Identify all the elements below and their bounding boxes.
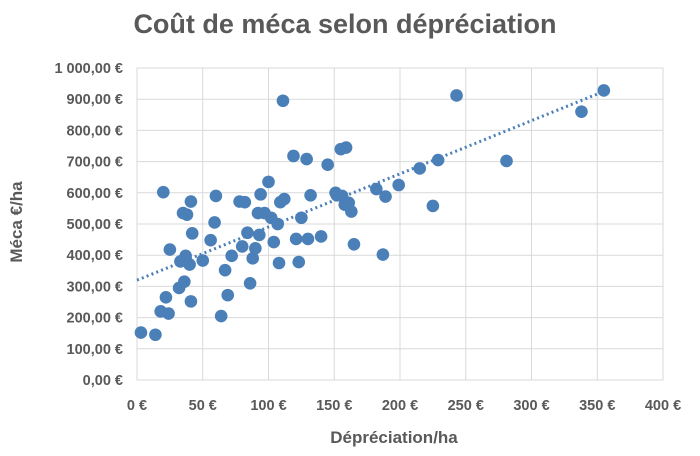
data-point: [287, 149, 300, 163]
data-point: [184, 195, 198, 208]
data-point: [500, 154, 513, 168]
data-point: [292, 255, 306, 269]
y-tick-label: 100,00 €: [67, 342, 123, 358]
data-point: [246, 252, 260, 265]
data-point: [304, 188, 317, 202]
data-point: [392, 178, 405, 192]
data-point: [249, 242, 262, 255]
data-point: [225, 249, 238, 263]
data-point: [301, 232, 315, 246]
data-point: [295, 211, 308, 225]
trend-line: [136, 90, 605, 282]
x-tick-label: 400 €: [645, 398, 681, 414]
chart-title: Coût de méca selon dépréciation: [133, 9, 556, 39]
data-point: [345, 205, 358, 218]
data-point: [276, 94, 290, 108]
data-point: [289, 232, 303, 246]
y-tick-label: 1 000,00 €: [54, 61, 123, 77]
data-point: [159, 291, 173, 304]
y-tick-label: 600,00 €: [67, 186, 123, 202]
data-point: [180, 208, 194, 221]
data-point: [235, 240, 249, 253]
data-point: [575, 105, 588, 118]
data-point: [376, 248, 390, 261]
data-point: [218, 263, 232, 277]
data-point: [178, 275, 191, 289]
data-point: [277, 192, 291, 206]
data-point: [597, 84, 611, 97]
data-point: [208, 216, 221, 229]
data-point: [321, 158, 334, 172]
data-point: [254, 188, 267, 201]
data-point: [134, 326, 148, 339]
data-point: [183, 258, 196, 271]
x-axis-label: Dépréciation/ha: [330, 428, 458, 447]
data-point: [272, 256, 286, 270]
x-tick-label: 150 €: [316, 398, 352, 414]
data-point: [214, 309, 228, 323]
data-point: [370, 182, 383, 196]
data-point: [204, 233, 217, 247]
data-point: [238, 195, 252, 209]
data-point: [267, 235, 281, 249]
data-point: [185, 227, 199, 240]
y-tick-label: 0,00 €: [83, 373, 123, 389]
data-point: [426, 199, 440, 213]
y-axis-ticks: 0,00 € 100,00 € 200,00 € 300,00 € 400,00 € 50…: [54, 61, 123, 389]
data-point: [252, 228, 266, 242]
data-point: [209, 189, 223, 203]
y-tick-label: 900,00 €: [67, 92, 123, 108]
plot-area: [136, 67, 664, 381]
y-tick-label: 500,00 €: [67, 217, 123, 233]
x-tick-label: 50 €: [189, 398, 217, 414]
data-point: [413, 162, 427, 175]
data-point: [339, 141, 353, 154]
data-point: [347, 237, 361, 251]
data-point: [184, 295, 198, 308]
data-point: [271, 217, 285, 231]
x-tick-label: 200 €: [382, 398, 418, 414]
x-tick-label: 0 €: [127, 398, 147, 414]
data-point: [241, 226, 254, 240]
data-point: [450, 89, 463, 102]
data-point: [379, 190, 392, 203]
data-point: [300, 152, 313, 166]
x-axis-ticks: 0 € 50 € 100 € 150 € 200 € 250 € 300 € 350 € 400…: [127, 398, 681, 414]
y-tick-label: 800,00 €: [67, 123, 123, 139]
y-tick-label: 400,00 €: [67, 248, 123, 264]
y-tick-label: 700,00 €: [67, 155, 123, 171]
data-points: [134, 84, 611, 342]
data-point: [149, 328, 162, 342]
y-tick-label: 200,00 €: [67, 311, 123, 327]
data-point: [221, 288, 235, 302]
y-axis-label: Méca €/ha: [7, 181, 26, 263]
data-point: [162, 307, 175, 320]
data-point: [163, 243, 177, 256]
x-tick-label: 350 €: [579, 398, 615, 414]
y-tick-label: 300,00 €: [67, 279, 123, 295]
data-point: [157, 185, 170, 199]
data-point: [314, 230, 328, 243]
data-point: [243, 276, 257, 290]
data-point: [196, 254, 210, 267]
x-tick-label: 300 €: [513, 398, 549, 414]
data-point: [262, 175, 275, 189]
x-tick-label: 100 €: [250, 398, 286, 414]
data-point: [431, 153, 445, 167]
x-tick-label: 250 €: [448, 398, 484, 414]
